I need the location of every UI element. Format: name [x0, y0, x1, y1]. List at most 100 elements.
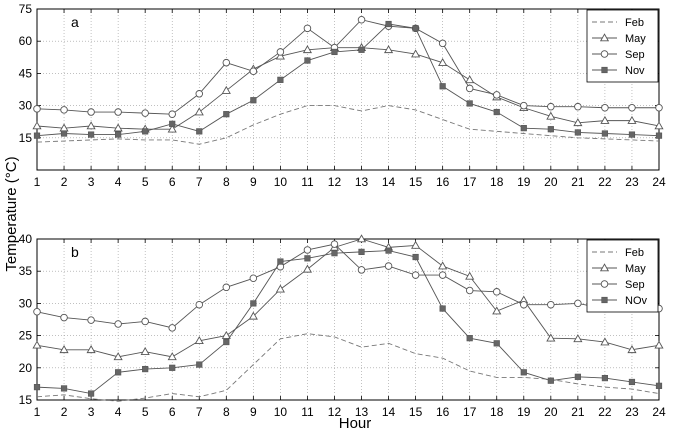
- panel-a-legend-label-feb: Feb: [625, 17, 644, 29]
- panel-a-x-tick-label: 21: [571, 175, 585, 189]
- panel-a-point-nov: [277, 76, 284, 83]
- panel-a-point-sep: [222, 58, 231, 67]
- panel-a-series-line-sep: [36, 19, 659, 115]
- panel-a-point-sep: [520, 101, 528, 110]
- panel-b-point-nov: [655, 382, 663, 389]
- panel-a-point-may: [221, 85, 231, 94]
- panel-a-y-tick-label: 45: [19, 66, 33, 80]
- panel-b-point-may: [59, 345, 69, 354]
- panel-a-point-may: [113, 123, 123, 132]
- panel-b-point-sep: [303, 246, 312, 254]
- panel-a-x-tick-label: 3: [88, 175, 95, 189]
- panel-b-point-sep: [411, 271, 420, 279]
- panel-a-point-sep: [87, 108, 95, 116]
- panel-b-point-sep: [465, 286, 474, 295]
- panel-b-point-nov: [169, 364, 176, 371]
- panel-b-point-nov: [115, 369, 122, 376]
- panel-b-point-sep: [114, 320, 122, 328]
- panel-b-legend: Feb May Sep NOv: [586, 239, 659, 313]
- panel-b-y-tick-label: 35: [19, 264, 33, 278]
- panel-b-legend-marker-nov: [601, 296, 608, 304]
- panel-b-y-tick-label: 30: [19, 296, 33, 310]
- panel-b-point-sep: [384, 262, 393, 270]
- panel-b-y-tick-label: 20: [19, 361, 33, 375]
- panel-a-point-nov: [574, 129, 581, 136]
- panel-a-point-sep: [303, 24, 312, 33]
- panel-a-legend-label-nov: Nov: [625, 65, 645, 77]
- panel-a-point-nov: [250, 97, 257, 104]
- panel-b-point-may: [32, 340, 42, 349]
- panel-b-x-tick-label: 5: [142, 405, 149, 419]
- panel-b-x-tick-label: 11: [301, 405, 314, 419]
- panel-b-point-sep: [492, 288, 501, 296]
- panel-a-series-line-nov: [36, 23, 660, 137]
- panel-a-x-tick-label: 6: [169, 175, 176, 189]
- panel-a-point-sep: [438, 39, 447, 48]
- panel-a-x-tick-label: 12: [328, 175, 342, 189]
- panel-b-x-tick-label: 17: [463, 405, 477, 419]
- panel-a-point-sep: [114, 108, 122, 116]
- panel-b-x-tick-label: 14: [382, 405, 396, 419]
- panel-b-x-tick-label: 16: [436, 405, 450, 419]
- y-axis-label: Temperature (°C): [3, 156, 20, 271]
- panel-b-point-nov: [601, 375, 609, 382]
- panel-b-point-nov: [412, 253, 419, 261]
- panel-a-x-tick-label: 11: [301, 175, 314, 189]
- panel-a-point-may: [627, 115, 637, 124]
- panel-a-point-may: [600, 115, 610, 124]
- panel-a-point-sep: [492, 91, 501, 99]
- panel-b-point-sep: [547, 300, 555, 309]
- panel-a-point-may: [275, 51, 285, 60]
- panel-a-y-tick-label: 60: [19, 34, 33, 48]
- panel-b-x-tick-label: 1: [34, 405, 41, 419]
- panel-a-point-may: [167, 124, 177, 133]
- panel-a-point-may: [546, 111, 556, 120]
- panel-b-series-line-may: [36, 238, 660, 358]
- panel-a-x-tick-label: 5: [142, 175, 149, 189]
- panel-b-x-tick-label: 13: [355, 405, 369, 419]
- panel-a-x-tick-label: 22: [598, 175, 612, 189]
- panel-a-point-nov: [439, 83, 446, 90]
- panel-b-point-may: [113, 352, 123, 361]
- panel-a-point-may: [194, 107, 204, 116]
- panel-a-point-nov: [412, 25, 419, 32]
- panel-a-point-nov: [87, 131, 95, 138]
- panel-a: 1 2 3 4 5 6 7 8 9 10 11 12 13 14 15 16 17 18 19 20 21 22 23 241…: [19, 2, 666, 189]
- panel-b-point-sep: [141, 317, 149, 326]
- panel-a-legend-marker-nov: [601, 66, 608, 74]
- panel-b-point-nov: [628, 378, 636, 386]
- panel-a-x-tick-label: 18: [490, 175, 504, 189]
- panel-b-series-line-feb: [36, 333, 660, 402]
- panel-a-x-tick-label: 19: [517, 175, 531, 189]
- panel-b-legend-label-may: May: [625, 263, 646, 275]
- panel-a-point-may: [86, 121, 96, 130]
- panel-a-point-nov: [304, 57, 311, 64]
- panel-b-x-tick-label: 9: [250, 405, 257, 419]
- panel-a-letter: a: [71, 14, 79, 30]
- panel-b-x-tick-label: 21: [571, 405, 585, 419]
- panel-b-point-sep: [168, 324, 176, 332]
- panel-b-point-may: [275, 284, 285, 293]
- panel-b-y-tick-label: 25: [19, 329, 33, 343]
- panel-b-point-nov: [466, 335, 473, 342]
- panel-b-letter: b: [71, 244, 79, 260]
- panel-a-point-sep: [601, 103, 609, 112]
- panel-a-x-tick-label: 8: [223, 175, 230, 189]
- panel-b-point-may: [465, 271, 475, 280]
- panel-a-point-nov: [601, 130, 609, 137]
- panel-a-point-nov: [520, 125, 527, 132]
- panel-a-point-sep: [574, 102, 582, 111]
- panel-b-legend-marker-sep: [600, 280, 609, 288]
- panel-a-point-may: [411, 49, 421, 58]
- panel-a-point-nov: [33, 132, 41, 139]
- panel-a-point-sep: [547, 102, 555, 111]
- panel-b-point-nov: [493, 340, 500, 347]
- panel-b-point-nov: [60, 385, 68, 392]
- panel-a-legend-label-may: May: [625, 33, 646, 45]
- panel-a-point-sep: [33, 105, 41, 113]
- panel-a-legend: Feb May Sep Nov: [586, 9, 659, 83]
- panel-a-series-line-may: [36, 47, 660, 130]
- panel-b-point-may: [167, 352, 177, 361]
- panel-b-point-nov: [358, 248, 365, 255]
- panel-a-point-sep: [249, 67, 258, 76]
